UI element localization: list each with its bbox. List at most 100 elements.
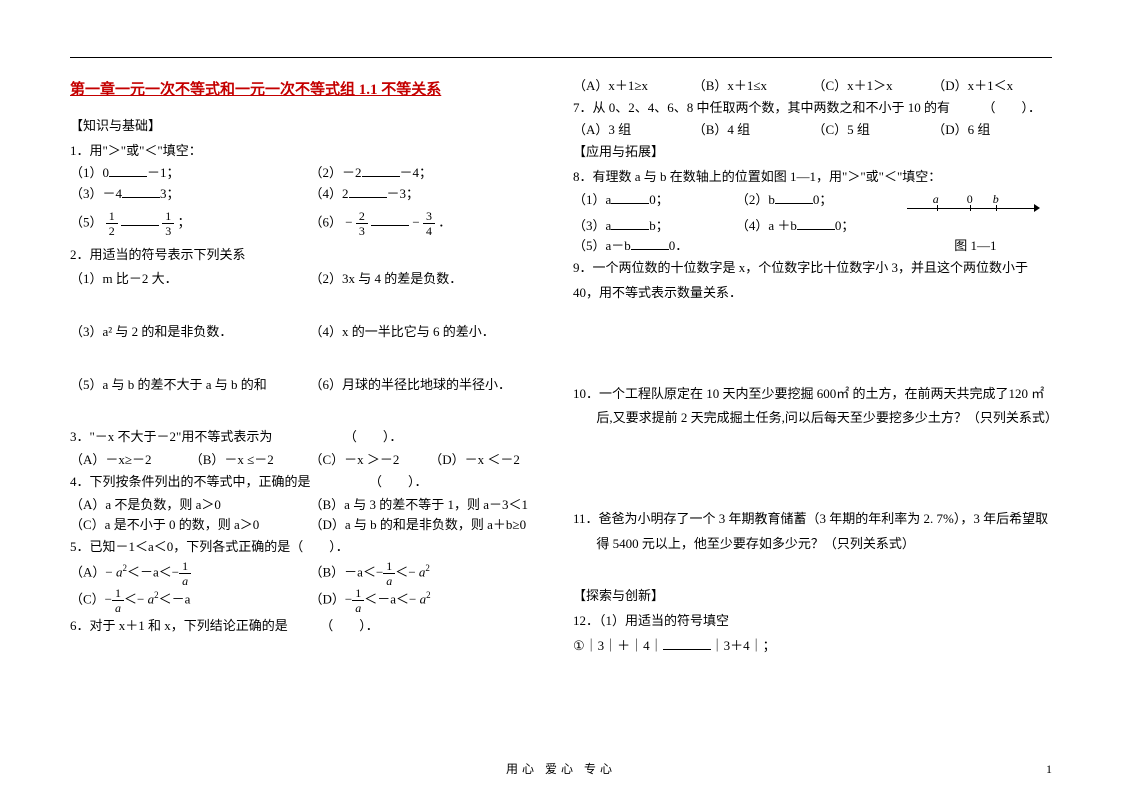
q2-row2: （3）a² 与 2 的和是非负数． （4）x 的一半比它与 6 的差小． (70, 320, 549, 345)
q5a: （A）− a2＜－a＜−1a (70, 560, 310, 587)
blank (109, 163, 147, 177)
frac-2-3: 23 (356, 210, 368, 237)
q8-3a: （3）a (573, 218, 611, 233)
q3b: （B）－x ≤－2 (190, 450, 310, 470)
q8-2b: 0； (813, 192, 833, 207)
q4c: （C）a 是不小于 0 的数，则 a＞0 (70, 515, 310, 535)
q8-row1: （1）a 0； （2）b 0； a 0 b (573, 190, 1052, 216)
q8-5b: 0． (669, 238, 689, 253)
q4-opts: （A）a 不是负数，则 a＞0 （B）a 与 3 的差不等于 1，则 a－3＜1… (70, 495, 549, 535)
blank (121, 212, 159, 226)
blank (611, 190, 649, 204)
top-rule (70, 57, 1052, 58)
number-line: a 0 b (907, 190, 1037, 216)
q7a: （A）3 组 (573, 120, 693, 140)
q1-6a: （6） (310, 214, 343, 229)
q7b: （B）4 组 (693, 120, 813, 140)
q11: 11．爸爸为小明存了一个 3 年期教育储蓄（3 年期的年利率为 2. 7%），3… (573, 507, 1052, 556)
left-column: 第一章一元一次不等式和一元一次不等式组 1.1 不等关系 【知识与基础】 1．用… (70, 76, 549, 659)
blank (631, 236, 669, 250)
q6: 6．对于 x＋1 和 x，下列结论正确的是 （ ）． (70, 614, 549, 639)
q4a: （A）a 不是负数，则 a＞0 (70, 495, 310, 515)
q10: 10．一个工程队原定在 10 天内至少要挖掘 600㎡ 的土方，在前两天共完成了… (573, 382, 1052, 431)
frac-3-4: 34 (423, 210, 435, 237)
q4d: （D）a 与 b 的和是非负数，则 a＋b≥0 (310, 515, 550, 535)
section-explore: 【探索与创新】 (573, 584, 1052, 609)
q1-5a: （5） (70, 214, 103, 229)
blank (371, 212, 409, 226)
q1-1b: －1； (147, 165, 180, 180)
q1-5b: ； (178, 214, 191, 229)
q1-3b: 3； (160, 186, 180, 201)
q3a: （A）－x≥－2 (70, 450, 190, 470)
q6b: （B）x＋1≤x (693, 76, 813, 96)
q1-2b: －4； (400, 165, 433, 180)
q1-3a: （3）－4 (70, 186, 122, 201)
q5c: （C）−1a＜− a2＜－a (70, 587, 310, 614)
q1-1a: （1）0 (70, 165, 109, 180)
q7d: （D）6 组 (932, 120, 1052, 140)
frac-1-2: 12 (106, 210, 118, 237)
page-number: 1 (1046, 762, 1052, 777)
blank (349, 184, 387, 198)
q12-1: ①｜3｜＋｜4｜｜3＋4｜； (573, 634, 1052, 659)
footer-text: 用心 爱心 专心 (0, 760, 1122, 777)
blank (775, 190, 813, 204)
q2-2: （2）3x 与 4 的差是负数． (310, 267, 550, 292)
q8-2a: （2）b (736, 192, 775, 207)
q2-row3: （5）a 与 b 的差不大于 a 与 b 的和 （6）月球的半径比地球的半径小． (70, 373, 549, 398)
q5-opts: （A）− a2＜－a＜−1a （B）－a＜−1a＜− a2 （C）−1a＜− a… (70, 560, 549, 614)
q8-row2: （3）a b； （4）a ＋b 0； (573, 216, 1052, 236)
q2-6: （6）月球的半径比地球的半径小． (310, 373, 550, 398)
q2-1: （1）m 比－2 大． (70, 267, 310, 292)
q3c: （C）－x ＞－2 (310, 450, 430, 470)
frac-1-3: 13 (162, 210, 174, 237)
q2-4: （4）x 的一半比它与 6 的差小． (310, 320, 550, 345)
q1: 1．用"＞"或"＜"填空： (70, 139, 549, 164)
q8-1b: 0； (649, 192, 669, 207)
section-extend: 【应用与拓展】 (573, 140, 1052, 165)
q1-4a: （4）2 (310, 186, 349, 201)
q8-5a: （5）a－b (573, 238, 631, 253)
q6d: （D）x＋1＜x (932, 76, 1052, 96)
q1-row3: （5） 12 13 ； （6） − 23 − 34 ． (70, 210, 549, 237)
q6c: （C）x＋1＞x (813, 76, 933, 96)
q1-6b: ． (438, 214, 451, 229)
q8-1a: （1）a (573, 192, 611, 207)
q1-2a: （2）－2 (310, 165, 362, 180)
blank (611, 216, 649, 230)
q3: 3．"－x 不大于－2"用不等式表示为 （ ）． (70, 425, 549, 450)
section-knowledge: 【知识与基础】 (70, 114, 549, 139)
q5: 5．已知－1＜a＜0，下列各式正确的是（ ）． (70, 535, 549, 560)
q8: 8．有理数 a 与 b 在数轴上的位置如图 1—1，用"＞"或"＜"填空： (573, 165, 1052, 190)
blank (122, 184, 160, 198)
q2-5: （5）a 与 b 的差不大于 a 与 b 的和 (70, 373, 310, 398)
q5d: （D）−1a＜－a＜− a2 (310, 587, 550, 614)
q2-3: （3）a² 与 2 的和是非负数． (70, 320, 310, 345)
q8-3b: b； (649, 218, 669, 233)
q8-4a: （4）a ＋b (736, 218, 797, 233)
q6a: （A）x＋1≥x (573, 76, 693, 96)
q4: 4．下列按条件列出的不等式中，正确的是 （ ）． (70, 470, 549, 495)
q7: 7．从 0、2、4、6、8 中任取两个数，其中两数之和不小于 10 的有 （ ）… (573, 96, 1052, 121)
q6-opts: （A）x＋1≥x （B）x＋1≤x （C）x＋1＞x （D）x＋1＜x (573, 76, 1052, 96)
q7-opts: （A）3 组 （B）4 组 （C）5 组 （D）6 组 (573, 120, 1052, 140)
blank (663, 636, 711, 650)
q3d: （D）－x ＜－2 (429, 450, 549, 470)
q5b: （B）－a＜−1a＜− a2 (310, 560, 550, 587)
right-column: （A）x＋1≥x （B）x＋1≤x （C）x＋1＞x （D）x＋1＜x 7．从 … (573, 76, 1052, 659)
q1-4b: －3； (387, 186, 420, 201)
blank (362, 163, 400, 177)
q1-row1: （1）0 －1； （2）－2 －4； (70, 163, 549, 183)
fig-caption: 图 1—1 (899, 236, 1052, 256)
q2-row1: （1）m 比－2 大． （2）3x 与 4 的差是负数． (70, 267, 549, 292)
q9: 9．一个两位数的十位数字是 x，个位数字比十位数字小 3，并且这个两位数小于 4… (573, 256, 1052, 305)
page-columns: 第一章一元一次不等式和一元一次不等式组 1.1 不等关系 【知识与基础】 1．用… (70, 76, 1052, 659)
q12: 12．（1）用适当的符号填空 (573, 609, 1052, 634)
chapter-title: 第一章一元一次不等式和一元一次不等式组 1.1 不等关系 (70, 76, 549, 105)
q8-4b: 0； (835, 218, 855, 233)
q4b: （B）a 与 3 的差不等于 1，则 a－3＜1 (310, 495, 550, 515)
q2: 2．用适当的符号表示下列关系 (70, 243, 549, 268)
q1-row2: （3）－4 3； （4）2 －3； (70, 184, 549, 204)
q8-row3: （5）a－b 0． 图 1—1 (573, 236, 1052, 256)
